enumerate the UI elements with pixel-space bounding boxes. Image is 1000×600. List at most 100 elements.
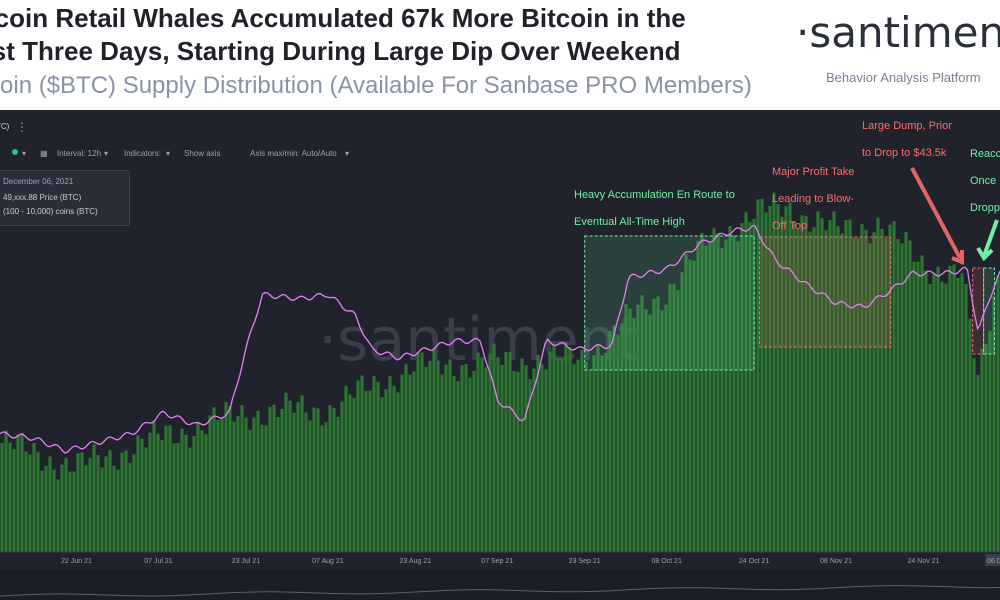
holdings-bar — [400, 374, 404, 552]
title-line-1: Bitcoin Retail Whales Accumulated 67k Mo… — [0, 3, 686, 33]
x-tick-label: 07 Aug 21 — [312, 558, 344, 565]
holdings-bar — [560, 357, 564, 552]
holdings-bar — [196, 421, 200, 552]
holdings-bar — [24, 451, 28, 552]
holdings-bar — [820, 218, 824, 552]
holdings-bar — [612, 325, 616, 552]
annotation-profit-line: Leading to Blow- — [772, 193, 854, 205]
holdings-bar — [624, 304, 628, 552]
page-subtitle: Bitcoin ($BTC) Supply Distribution (Avai… — [0, 72, 752, 99]
x-tick-label: 23 Sep 21 — [569, 558, 601, 565]
holdings-bar — [324, 422, 328, 552]
holdings-bar — [760, 198, 764, 552]
x-tick-label: 08 Oct 21 — [651, 558, 681, 565]
metric-color-dot[interactable] — [12, 149, 18, 155]
holdings-bar — [500, 364, 504, 552]
holdings-bar — [804, 215, 808, 552]
holdings-bar — [984, 343, 988, 552]
holdings-bar — [488, 354, 492, 552]
holdings-bar — [536, 354, 540, 552]
holdings-bar — [592, 355, 596, 552]
holdings-bar — [172, 443, 176, 552]
holdings-bar — [892, 221, 896, 552]
holdings-bar — [452, 376, 456, 552]
holdings-bar — [720, 248, 724, 552]
holdings-bar — [340, 401, 344, 552]
axis-minmax-select[interactable]: Axis max/min: Auto/Auto — [250, 149, 337, 158]
x-tick-highlight — [985, 554, 1000, 566]
holdings-bar — [268, 406, 272, 552]
holdings-bar — [444, 364, 448, 552]
holdings-bar — [688, 259, 692, 552]
holdings-bar — [372, 376, 376, 552]
interval-select[interactable]: Interval: 12h — [57, 149, 102, 158]
holdings-bar — [796, 228, 800, 552]
holdings-bar — [868, 243, 872, 553]
holdings-bar — [708, 242, 712, 553]
holdings-bar — [652, 298, 656, 552]
holdings-bar — [504, 351, 508, 552]
holdings-bar — [88, 457, 92, 552]
holdings-bar — [956, 277, 960, 552]
holdings-bar — [332, 408, 336, 552]
holdings-bar — [276, 417, 280, 552]
green-arrow-icon — [982, 219, 999, 257]
holdings-bar — [136, 435, 140, 552]
holdings-bar — [424, 366, 428, 552]
holdings-bar — [404, 364, 408, 552]
holdings-bar — [836, 226, 840, 552]
holdings-bar — [520, 358, 524, 552]
holdings-bar — [768, 205, 772, 552]
holdings-bar — [776, 203, 780, 553]
holdings-bar — [16, 434, 20, 552]
interval-chevron-icon[interactable]: ▾ — [104, 149, 109, 158]
axis-chevron-icon[interactable]: ▾ — [345, 149, 350, 158]
show-axis-toggle[interactable]: Show axis — [184, 149, 221, 158]
holdings-bar — [272, 404, 276, 552]
holdings-bar — [888, 224, 892, 552]
holdings-bar — [772, 192, 776, 553]
holdings-bar — [924, 270, 928, 552]
holdings-bar — [676, 290, 680, 552]
holdings-bar — [328, 405, 332, 552]
calendar-icon[interactable]: ▦ — [40, 149, 48, 158]
more-options-icon[interactable]: ⋮ — [16, 120, 28, 134]
holdings-bar — [896, 239, 900, 552]
holdings-bar — [812, 227, 816, 552]
holdings-bar — [800, 215, 804, 552]
holdings-bar — [620, 323, 624, 552]
red-arrow-head-icon — [951, 250, 964, 265]
holdings-bar — [568, 347, 572, 552]
metric-dropdown-icon[interactable]: ▾ — [22, 149, 27, 158]
holdings-bar — [468, 377, 472, 552]
x-tick-label: 24 Nov 21 — [908, 558, 940, 565]
holdings-bar — [248, 429, 252, 552]
holdings-bar — [4, 430, 8, 552]
holdings-bar — [40, 470, 44, 552]
holdings-bar — [216, 419, 220, 552]
holdings-bar — [184, 434, 188, 552]
title-line-2: Past Three Days, Starting During Large D… — [0, 36, 681, 66]
holdings-bar — [436, 360, 440, 552]
holdings-bar — [380, 397, 384, 552]
holdings-bar — [524, 365, 528, 552]
holdings-bar — [204, 434, 208, 552]
holdings-bar — [596, 344, 600, 552]
indicators-select[interactable]: Indicators: — [124, 149, 161, 158]
holdings-bar — [360, 375, 364, 552]
holdings-bar — [68, 471, 72, 552]
highlight-region-green — [983, 267, 996, 355]
holdings-bar — [8, 442, 12, 552]
holdings-bar — [460, 365, 464, 552]
annotation-reacc-line: Once Price — [970, 175, 1000, 187]
holdings-bar — [648, 314, 652, 552]
header: Bitcoin Retail Whales Accumulated 67k Mo… — [0, 0, 1000, 110]
holdings-bar — [944, 283, 948, 552]
holdings-bar — [848, 219, 852, 552]
holdings-bar — [972, 358, 976, 552]
holdings-bar — [696, 240, 700, 552]
holdings-bar — [32, 442, 36, 552]
x-tick-label: 06 Dec — [987, 558, 1000, 565]
indicators-chevron-icon[interactable]: ▾ — [166, 149, 171, 158]
holdings-bar — [556, 358, 560, 552]
